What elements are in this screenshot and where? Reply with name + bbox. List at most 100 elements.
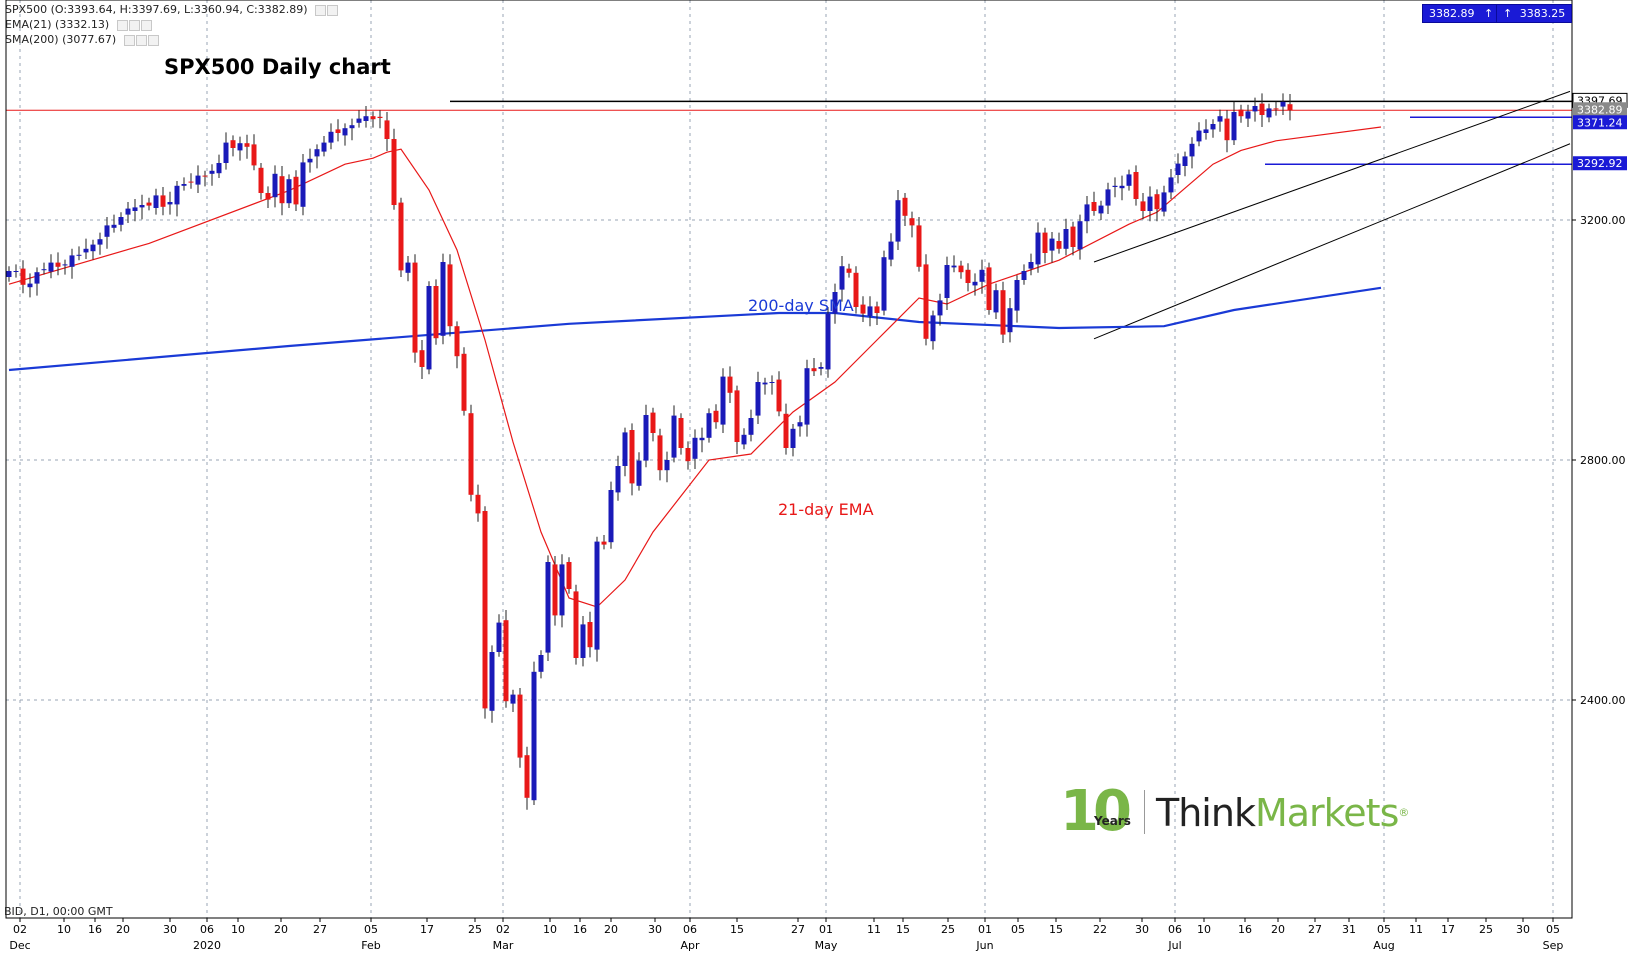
bid-price-box[interactable]: 3382.89 ↑ [1422, 4, 1505, 23]
bid-price-text: 3382.89 [1429, 7, 1475, 20]
candle-body [741, 434, 747, 445]
candle-body [55, 262, 61, 267]
grid [6, 0, 1572, 918]
square-icon[interactable] [123, 34, 135, 46]
logo-think: Think [1156, 791, 1256, 835]
candle-body [76, 254, 82, 256]
sma-buttons[interactable] [123, 33, 160, 46]
candle-body [790, 428, 796, 448]
level-tag [1573, 102, 1627, 117]
candle-body [944, 265, 950, 298]
x-tick-label: 30 [1516, 923, 1530, 936]
x-tick-label: 31 [1342, 923, 1356, 936]
candle-body [1119, 185, 1125, 189]
candle-body [20, 268, 26, 285]
x-tick-label: 17 [420, 923, 434, 936]
candle-body [195, 175, 201, 185]
candle-body [1182, 156, 1188, 166]
candle-body [853, 272, 859, 307]
candle-body [391, 139, 397, 205]
ema-readout: EMA(21) (3332.13) [5, 18, 153, 31]
candle-body [916, 225, 922, 267]
candle-body [839, 266, 845, 290]
candle-body [769, 382, 775, 383]
candle-body [937, 300, 943, 316]
candle-body [97, 239, 103, 245]
square-icon[interactable] [128, 19, 140, 31]
candle-body [706, 413, 712, 438]
candle-body [314, 149, 320, 157]
ema-text: EMA(21) (3332.13) [5, 18, 110, 31]
candle-body [468, 413, 474, 495]
x-tick-label: 05 [364, 923, 378, 936]
ema-buttons[interactable] [116, 18, 153, 31]
x-tick-sublabel: Sep [1543, 939, 1564, 952]
candle-body [1049, 238, 1055, 251]
candle-body [734, 390, 740, 442]
candle-body [62, 264, 68, 266]
logo-years: Years [1094, 814, 1131, 828]
candle-body [412, 262, 418, 353]
candle-body [328, 131, 334, 143]
x-tick-sublabel: Feb [361, 939, 380, 952]
candle-body [1098, 205, 1104, 214]
x-tick-label: 22 [1093, 923, 1107, 936]
candle-body [1161, 192, 1167, 212]
x-tick-sublabel: Aug [1373, 939, 1394, 952]
candle-body [230, 140, 236, 148]
x-tick-label: 15 [896, 923, 910, 936]
candle-body [321, 142, 327, 152]
level-tag [1573, 115, 1627, 130]
candle-body [580, 624, 586, 658]
candle-body [237, 143, 243, 151]
square-icon[interactable] [116, 19, 128, 31]
square-icon[interactable] [147, 34, 159, 46]
candle-body [244, 143, 250, 147]
x-tick-label: 15 [730, 923, 744, 936]
candle-body [223, 142, 229, 163]
candle-body [139, 205, 145, 208]
candle-body [1105, 189, 1111, 206]
level-tag [1573, 156, 1627, 171]
x-tick-label: 20 [274, 923, 288, 936]
candle-body [629, 430, 635, 484]
square-icon[interactable] [135, 34, 147, 46]
square-icon[interactable] [140, 19, 152, 31]
ask-price-box[interactable]: ↑ 3383.25 [1496, 4, 1573, 23]
candle-body [1021, 271, 1027, 280]
candle-body [419, 350, 425, 367]
candle-body [776, 379, 782, 412]
x-tick-label: 25 [468, 923, 482, 936]
x-tick-label: 05 [1011, 923, 1025, 936]
candle-body [622, 432, 628, 466]
candle-body [433, 286, 439, 339]
candle-body [496, 622, 502, 652]
candle-body [594, 541, 600, 650]
square-icon[interactable] [327, 4, 339, 16]
y-tick-label: 2400.00 [1580, 694, 1626, 707]
chart-title: SPX500 Daily chart [164, 55, 391, 79]
candle-body [258, 167, 264, 193]
logo-divider [1144, 790, 1145, 834]
x-tick-label: 10 [1197, 923, 1211, 936]
candle-body [174, 185, 180, 205]
timeframe-label: BID, D1, 00:00 GMT [4, 905, 113, 918]
candle-body [755, 382, 761, 416]
candle-body [1084, 204, 1090, 222]
x-tick-label: 10 [231, 923, 245, 936]
x-tick-label: 05 [1546, 923, 1560, 936]
x-tick-sublabel: Mar [493, 939, 514, 952]
x-tick-label: 06 [683, 923, 697, 936]
y-tick-label: 3200.00 [1580, 214, 1626, 227]
square-icon[interactable] [315, 4, 327, 16]
candle-body [1245, 111, 1251, 119]
registered-icon: ® [1398, 806, 1409, 819]
x-tick-label: 20 [116, 923, 130, 936]
candle-body [587, 622, 593, 648]
ohlc-buttons[interactable] [315, 3, 339, 16]
candle-body [727, 376, 733, 393]
candle-body [664, 460, 670, 471]
